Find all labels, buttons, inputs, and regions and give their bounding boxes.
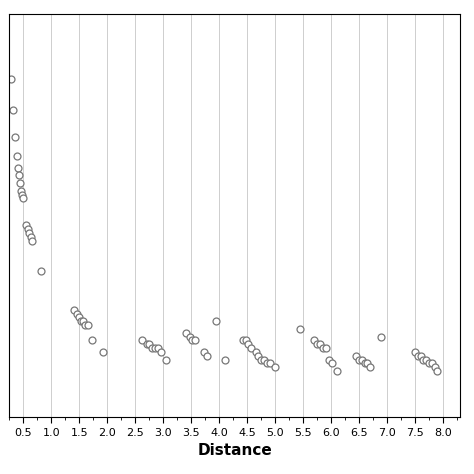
X-axis label: Distance: Distance bbox=[197, 443, 272, 458]
